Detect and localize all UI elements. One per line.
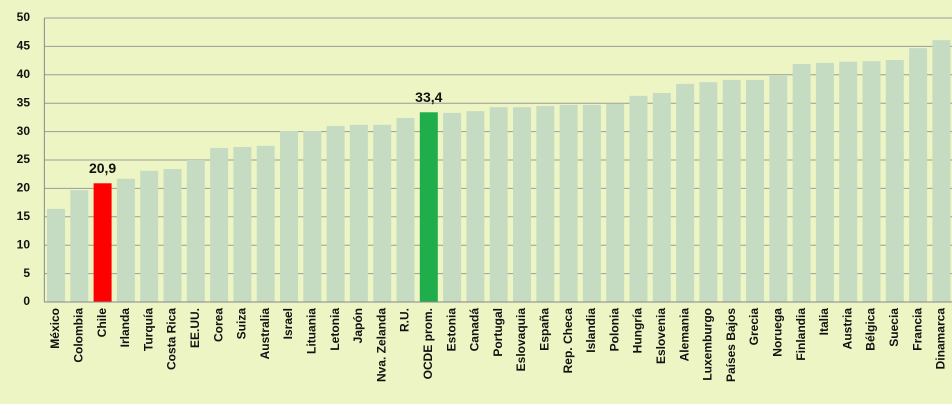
x-tick-label: Eslovenia [654,308,668,364]
x-tick-label: Países Bajos [724,308,738,382]
bar [909,48,928,302]
x-tick-label: México [48,308,62,349]
y-tick-label: 15 [17,209,31,223]
bar [862,61,881,302]
bar [256,145,275,302]
x-tick-label: Luxemburgo [701,308,715,381]
bar [280,131,298,302]
y-tick-label: 0 [23,294,30,308]
x-tick-label: Hungría [631,308,645,354]
x-tick-label: Australia [258,308,272,360]
bar [349,124,368,302]
y-tick-label: 45 [17,39,31,53]
bar [233,146,252,302]
x-tick-label: Canadá [468,308,482,352]
x-tick-label: Italia [817,308,831,336]
x-tick-label: Colombia [71,308,85,363]
bar [443,112,462,302]
bar [815,62,834,302]
bar [746,79,764,302]
x-tick-label: Suecia [887,308,901,347]
bar [932,40,951,302]
bar [163,169,182,302]
x-tick-label: Irlanda [118,308,132,348]
x-tick-label: Polonia [607,308,621,352]
data-label: 20,9 [89,160,116,176]
bar [559,104,578,303]
x-tick-label: Israel [281,308,295,339]
x-tick-label: Estonia [444,308,458,352]
y-tick-label: 5 [23,266,30,280]
x-tick-label: Costa Rica [165,308,179,370]
bar [419,112,438,303]
y-tick-label: 30 [17,124,31,138]
bar [792,64,811,303]
x-tick-label: Turquía [141,308,155,351]
x-tick-label: Austria [840,308,854,350]
bar [652,92,671,302]
x-tick-label: Bélgica [864,308,878,351]
bar [769,75,788,302]
bar [699,82,718,303]
bar [676,83,695,302]
bar [116,178,135,302]
bar [466,111,485,302]
bar [536,106,555,302]
data-label: 33,4 [415,89,442,105]
bar [839,61,858,303]
y-tick-label: 25 [17,152,31,166]
x-tick-label: Alemania [677,308,691,362]
x-tick-label: Finlandia [794,308,808,361]
bar [70,190,89,302]
x-tick-label: Suiza [235,308,249,340]
x-tick-label: Dinamarca [934,308,948,370]
bar [489,107,508,303]
y-tick-label: 20 [17,181,31,195]
x-tick-label: Japón [351,308,365,343]
x-tick-label: Portugal [491,308,505,357]
bar [303,131,322,302]
x-tick-label: Grecia [747,308,761,346]
x-tick-label: Eslovaquia [514,308,528,372]
bar [93,183,112,302]
x-tick-label: Francia [910,308,924,351]
bar [210,148,229,302]
bar [722,79,741,302]
x-tick-label: R.U. [398,308,412,332]
x-tick-label: Rep. Checa [561,308,575,374]
x-tick-label: EE.UU. [188,308,202,348]
bar [47,208,65,302]
bar [629,95,648,302]
bar [885,60,904,303]
x-tick-label: Nva. Zelanda [374,308,388,382]
x-tick-label: Noruega [770,308,784,357]
y-tick-label: 40 [17,67,31,81]
x-tick-label: Lituania [304,308,318,354]
y-tick-label: 10 [17,237,31,251]
bar [373,124,392,302]
y-tick-label: 35 [17,95,31,109]
bar [326,125,345,302]
x-tick-label: España [537,308,551,351]
bar [513,107,531,303]
x-tick-label: Islandia [584,308,598,353]
x-tick-label: Corea [211,308,225,342]
x-tick-label: Chile [95,308,109,338]
bar [396,117,415,302]
bar [186,160,205,302]
x-tick-label: OCDE prom. [421,308,435,379]
x-tick-label: Letonia [328,308,342,351]
bar [140,170,159,302]
bar [606,103,625,302]
y-tick-label: 50 [17,10,31,24]
bar [582,104,601,303]
